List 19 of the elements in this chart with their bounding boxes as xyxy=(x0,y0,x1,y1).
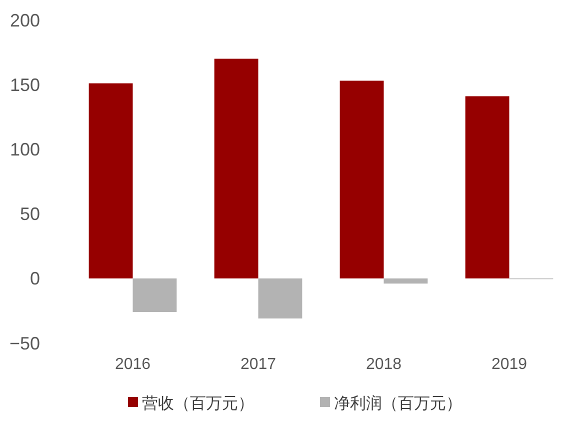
bar xyxy=(465,96,510,278)
bar xyxy=(88,83,133,278)
y-tick-label: 100 xyxy=(10,140,40,160)
bar xyxy=(214,58,258,278)
x-tick-label: 2018 xyxy=(366,356,402,373)
y-tick-label: 200 xyxy=(10,10,40,30)
x-tick-label: 2016 xyxy=(114,356,151,373)
x-tick-label: 2019 xyxy=(491,356,528,373)
legend-label: 净利润（百万元） xyxy=(334,394,462,413)
x-tick-label: 2017 xyxy=(240,356,276,373)
y-tick-label: −50 xyxy=(9,333,40,354)
bar xyxy=(340,80,384,278)
y-tick-label: 150 xyxy=(10,74,40,95)
bar xyxy=(258,278,302,318)
bar xyxy=(384,278,428,284)
y-tick-label: 50 xyxy=(20,204,40,224)
y-tick-label: 0 xyxy=(30,268,40,289)
bar xyxy=(132,278,177,312)
legend-label: 营收（百万元） xyxy=(142,394,254,413)
